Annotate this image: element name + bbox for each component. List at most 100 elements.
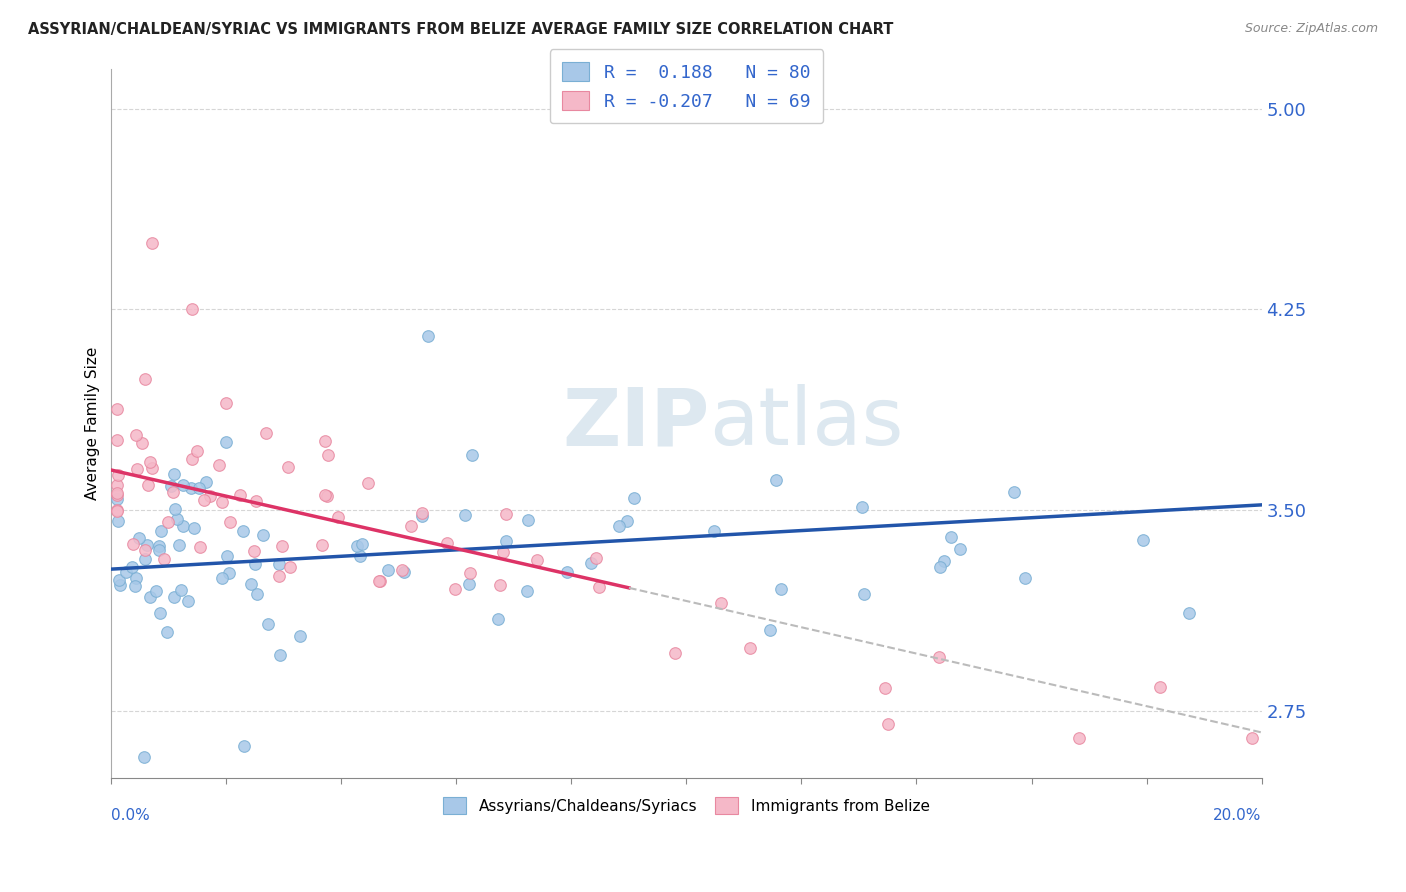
Point	[1004, 485, 1026, 500]
Point	[108, 578, 131, 592]
Point	[526, 553, 548, 567]
Point	[217, 549, 239, 563]
Point	[215, 396, 238, 410]
Point	[149, 606, 172, 620]
Point	[240, 577, 263, 591]
Point	[136, 478, 159, 492]
Point	[105, 488, 128, 502]
Point	[193, 493, 215, 508]
Point	[357, 476, 380, 491]
Text: Source: ZipAtlas.com: Source: ZipAtlas.com	[1244, 22, 1378, 36]
Point	[738, 640, 761, 655]
Point	[851, 500, 873, 515]
Point	[170, 583, 193, 598]
Point	[664, 646, 686, 660]
Point	[163, 591, 186, 605]
Point	[585, 551, 607, 566]
Point	[125, 462, 148, 476]
Point	[316, 489, 339, 503]
Point	[148, 543, 170, 558]
Point	[125, 428, 148, 442]
Point	[134, 552, 156, 566]
Point	[411, 506, 433, 520]
Point	[269, 648, 291, 662]
Point	[105, 492, 128, 507]
Point	[288, 629, 311, 643]
Point	[232, 524, 254, 539]
Point	[150, 524, 173, 539]
Point	[211, 495, 233, 509]
Point	[1014, 571, 1036, 585]
Point	[495, 507, 517, 521]
Point	[245, 493, 267, 508]
Point	[314, 488, 336, 502]
Point	[928, 650, 950, 665]
Point	[105, 504, 128, 518]
Point	[233, 739, 256, 753]
Point	[198, 489, 221, 503]
Point	[623, 491, 645, 505]
Point	[269, 569, 291, 583]
Point	[138, 455, 160, 469]
Point	[1069, 731, 1091, 745]
Point	[770, 582, 793, 597]
Point	[124, 579, 146, 593]
Point	[107, 514, 129, 528]
Point	[257, 616, 280, 631]
Point	[928, 560, 950, 574]
Point	[269, 557, 291, 571]
Text: ASSYRIAN/CHALDEAN/SYRIAC VS IMMIGRANTS FROM BELIZE AVERAGE FAMILY SIZE CORRELATI: ASSYRIAN/CHALDEAN/SYRIAC VS IMMIGRANTS F…	[28, 22, 893, 37]
Point	[183, 521, 205, 535]
Point	[181, 302, 204, 317]
Point	[105, 433, 128, 447]
Point	[195, 475, 218, 489]
Point	[875, 681, 897, 695]
Point	[172, 477, 194, 491]
Point	[516, 584, 538, 599]
Point	[392, 565, 415, 579]
Text: atlas: atlas	[710, 384, 904, 462]
Point	[276, 460, 298, 475]
Point	[105, 402, 128, 417]
Point	[152, 551, 174, 566]
Point	[581, 556, 603, 570]
Point	[254, 425, 277, 440]
Point	[155, 625, 177, 640]
Point	[252, 527, 274, 541]
Point	[128, 531, 150, 545]
Point	[134, 371, 156, 385]
Point	[436, 536, 458, 550]
Point	[172, 518, 194, 533]
Point	[215, 434, 238, 449]
Point	[218, 566, 240, 580]
Point	[939, 530, 962, 544]
Point	[188, 481, 211, 495]
Point	[1149, 680, 1171, 694]
Point	[125, 571, 148, 585]
Point	[495, 534, 517, 549]
Point	[242, 543, 264, 558]
Point	[107, 468, 129, 483]
Point	[853, 587, 876, 601]
Text: 20.0%: 20.0%	[1213, 808, 1261, 823]
Point	[131, 436, 153, 450]
Point	[186, 444, 208, 458]
Point	[411, 508, 433, 523]
Point	[105, 477, 128, 491]
Point	[1240, 731, 1263, 745]
Point	[139, 591, 162, 605]
Point	[135, 538, 157, 552]
Point	[377, 563, 399, 577]
Point	[141, 461, 163, 475]
Point	[391, 563, 413, 577]
Point	[160, 478, 183, 492]
Point	[121, 559, 143, 574]
Point	[555, 565, 578, 579]
Point	[208, 458, 231, 473]
Point	[349, 549, 371, 563]
Point	[180, 481, 202, 495]
Point	[211, 571, 233, 585]
Point	[316, 448, 339, 462]
Point	[132, 749, 155, 764]
Point	[246, 587, 269, 601]
